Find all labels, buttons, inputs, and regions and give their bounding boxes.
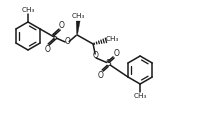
Text: O: O: [113, 49, 119, 57]
Text: O: O: [92, 52, 98, 60]
Polygon shape: [76, 21, 80, 34]
Text: CH₃: CH₃: [133, 93, 147, 99]
Text: O: O: [64, 38, 70, 46]
Text: CH₃: CH₃: [105, 36, 119, 42]
Text: CH₃: CH₃: [71, 14, 85, 19]
Text: CH₃: CH₃: [21, 7, 35, 13]
Text: O: O: [97, 71, 103, 79]
Text: S: S: [51, 33, 57, 42]
Text: O: O: [44, 45, 50, 53]
Text: S: S: [105, 60, 111, 68]
Text: O: O: [58, 20, 64, 30]
